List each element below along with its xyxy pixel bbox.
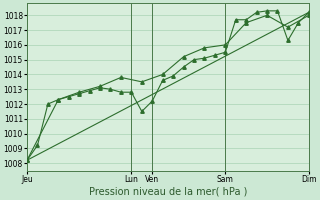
- X-axis label: Pression niveau de la mer( hPa ): Pression niveau de la mer( hPa ): [89, 187, 247, 197]
